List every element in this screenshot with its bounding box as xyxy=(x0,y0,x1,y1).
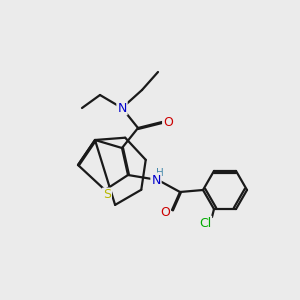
Text: O: O xyxy=(163,116,173,128)
Text: H: H xyxy=(156,168,164,178)
Text: O: O xyxy=(160,206,170,218)
Text: S: S xyxy=(103,188,111,202)
Text: Cl: Cl xyxy=(199,217,211,230)
Text: N: N xyxy=(151,173,161,187)
Text: N: N xyxy=(117,101,127,115)
